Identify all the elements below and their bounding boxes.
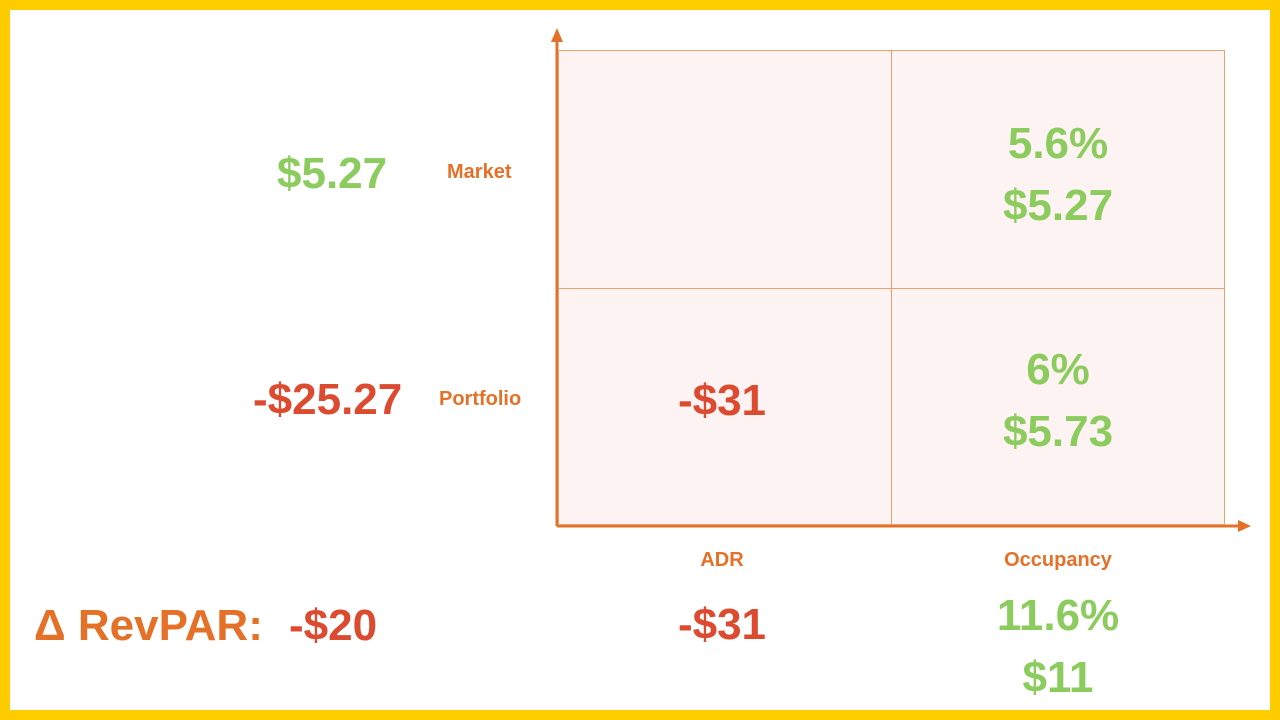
revpar-change-value: -$20 (289, 601, 378, 650)
occupancy-total-value: $11 (1022, 653, 1094, 702)
column-label-adr: ADR (700, 549, 744, 571)
column-label-occupancy: Occupancy (1004, 549, 1112, 571)
portfolio-occupancy-pct: 6% (1026, 345, 1090, 394)
market-occupancy-value: $5.27 (1002, 181, 1114, 230)
market-occupancy-pct: 5.6% (1007, 119, 1109, 168)
row-label-portfolio: Portfolio (439, 388, 522, 410)
occupancy-total-pct: 11.6% (996, 591, 1120, 640)
cell-market-adr (558, 50, 892, 289)
revpar-change-label: Δ RevPAR: (34, 601, 263, 650)
y-axis-arrowhead (551, 28, 563, 42)
portfolio-adr-value: -$31 (677, 376, 767, 425)
cell-portfolio-adr (558, 288, 892, 525)
cell-market-occupancy (891, 50, 1225, 289)
row-label-market: Market (447, 161, 512, 183)
market-total: $5.27 (277, 149, 388, 198)
portfolio-occupancy-value: $5.73 (1002, 407, 1114, 456)
adr-total: -$31 (677, 600, 767, 649)
cell-portfolio-occupancy (891, 288, 1225, 525)
x-axis-arrowhead (1238, 520, 1251, 532)
portfolio-total: -$25.27 (253, 375, 403, 424)
